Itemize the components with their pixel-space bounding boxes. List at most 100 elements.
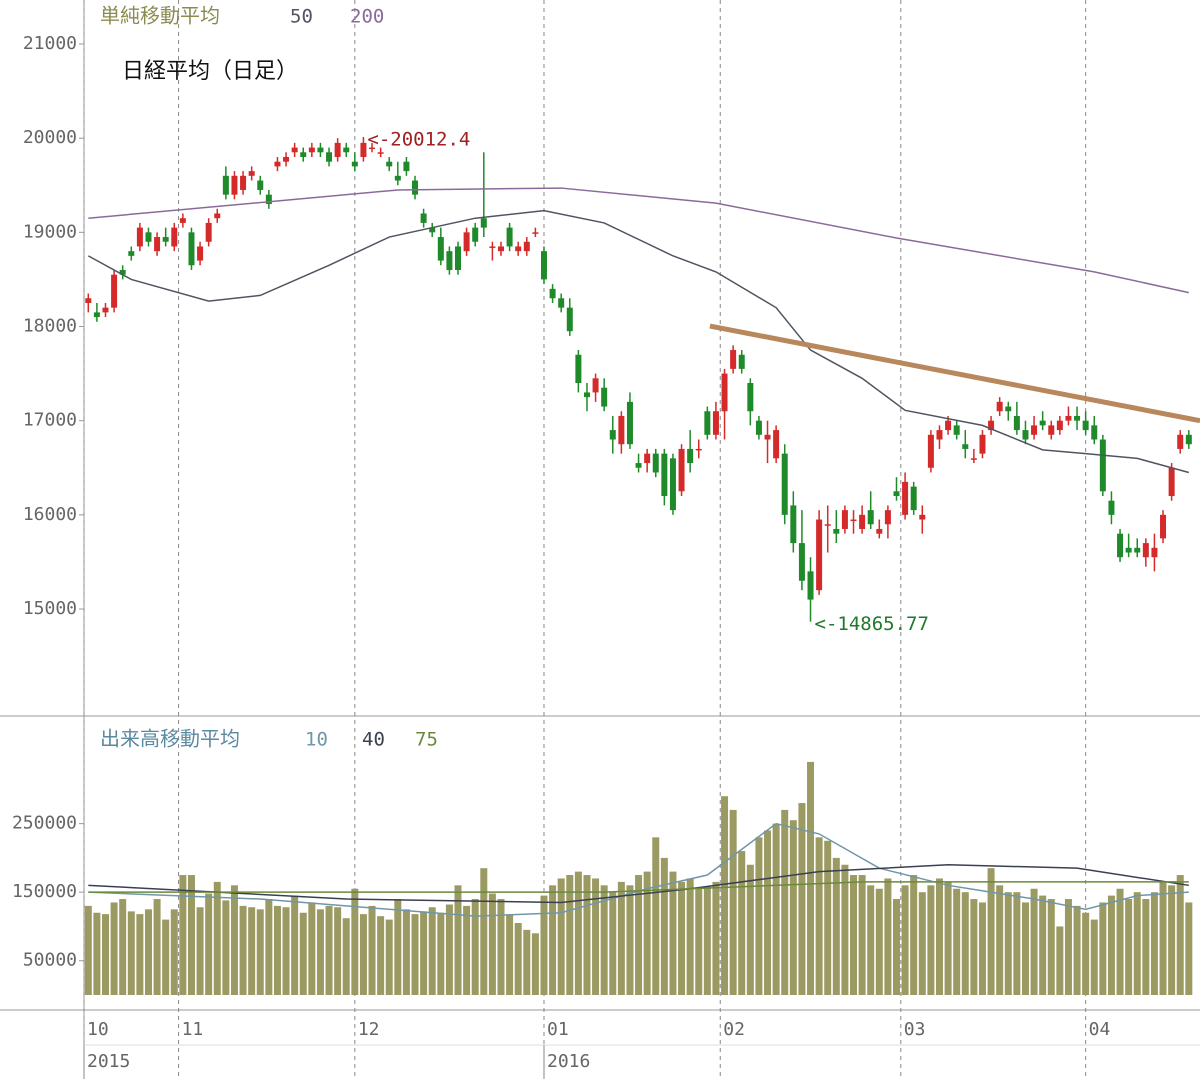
candle-body <box>420 213 427 223</box>
volume-bar <box>265 899 273 995</box>
candle-body <box>119 269 126 275</box>
candle-body <box>618 415 625 445</box>
candle-body <box>790 505 797 544</box>
volume-bar <box>351 888 359 995</box>
x-tick-label: 12 <box>358 1019 380 1040</box>
candle-body <box>1108 500 1115 515</box>
volume-bar <box>987 868 995 995</box>
candle-body <box>721 373 728 412</box>
candle-body <box>162 237 169 242</box>
y-tick-label: 16000 <box>23 504 77 525</box>
volume-bar <box>127 911 135 995</box>
x-tick-label: 04 <box>1089 1019 1111 1040</box>
candle-body <box>1160 514 1167 539</box>
volume-bar <box>1150 892 1158 995</box>
volume-bar <box>1099 902 1107 995</box>
volume-bar <box>437 912 445 995</box>
volume-bar <box>695 888 703 995</box>
volume-bar <box>411 914 419 995</box>
volume-bar <box>910 875 918 995</box>
candle-body <box>833 528 840 534</box>
volume-bar <box>291 895 299 995</box>
candle-body <box>816 519 823 591</box>
volume-bar <box>970 899 978 995</box>
volume-bar <box>359 914 367 995</box>
volume-bar <box>196 907 204 995</box>
volume-bar <box>1116 888 1124 995</box>
volume-bar <box>144 909 152 995</box>
y-tick-label: 20000 <box>23 127 77 148</box>
volume-bar <box>222 900 230 995</box>
volume-bar <box>101 914 109 995</box>
y-tick-label: 17000 <box>23 410 77 431</box>
candle-body <box>205 222 212 242</box>
volume-bar <box>935 878 943 995</box>
volume-bar <box>273 905 281 995</box>
candle-body <box>1074 415 1081 421</box>
volume-bar <box>531 933 539 995</box>
candle-body <box>1013 415 1020 431</box>
volume-bar <box>918 892 926 995</box>
x-tick-label: 03 <box>904 1019 926 1040</box>
candle-body <box>962 444 969 449</box>
volume-bar <box>867 885 875 995</box>
trendline <box>709 323 1200 424</box>
candle-body <box>1134 547 1141 553</box>
volume-bar <box>1159 881 1167 995</box>
volume-bar <box>1168 885 1176 995</box>
moving-average-line <box>88 864 1189 904</box>
volume-bar <box>1039 895 1047 995</box>
candle-body <box>93 312 100 318</box>
volume-bar <box>1047 899 1055 995</box>
volume-bar <box>875 888 883 995</box>
legend-entry: 75 <box>415 729 438 751</box>
candle-body <box>85 298 92 303</box>
volume-bar <box>678 881 686 995</box>
candle-body <box>601 387 608 407</box>
volume-bar <box>385 919 393 995</box>
candle-body <box>455 246 462 270</box>
volume-bar <box>592 878 600 995</box>
candle-body <box>1065 415 1072 421</box>
candle-body <box>1177 434 1184 449</box>
candle-body <box>240 175 247 190</box>
volume-bar <box>600 885 608 995</box>
volume-bar <box>1125 899 1133 995</box>
volume-bar <box>789 820 797 995</box>
candle-body <box>463 232 470 252</box>
candle-body <box>1099 439 1106 492</box>
candle-body <box>334 142 341 157</box>
y-tick-label: 250000 <box>12 813 77 834</box>
volume-bar <box>480 868 488 995</box>
volume-bar <box>746 864 754 995</box>
volume-bar <box>953 888 961 995</box>
candle-body <box>798 543 805 581</box>
candle-body <box>644 453 651 464</box>
annotation: <-14865.77 <box>815 613 929 635</box>
candle-body <box>738 354 745 369</box>
volume-bar <box>824 840 832 995</box>
volume-bar <box>892 899 900 995</box>
volume-bar <box>1013 892 1021 995</box>
volume-bar <box>420 911 428 995</box>
candle-body <box>747 383 754 412</box>
volume-bar <box>738 851 746 995</box>
candle-body <box>265 194 272 205</box>
volume-bar <box>772 823 780 995</box>
chart-title: 日経平均（日足） <box>122 59 298 84</box>
candle-body <box>773 430 780 459</box>
candle-body <box>678 448 685 492</box>
candle-body <box>446 251 453 270</box>
candle-body <box>687 448 694 464</box>
volume-bar <box>643 871 651 995</box>
candle-body <box>1117 533 1124 558</box>
candle-body <box>902 481 909 515</box>
candle-body <box>575 354 582 384</box>
volume-bar <box>93 912 101 995</box>
volume-bar <box>377 916 385 995</box>
volume-bar <box>703 886 711 995</box>
volume-bar <box>1133 892 1141 995</box>
candle-body <box>635 463 642 468</box>
candle-body <box>437 237 444 261</box>
